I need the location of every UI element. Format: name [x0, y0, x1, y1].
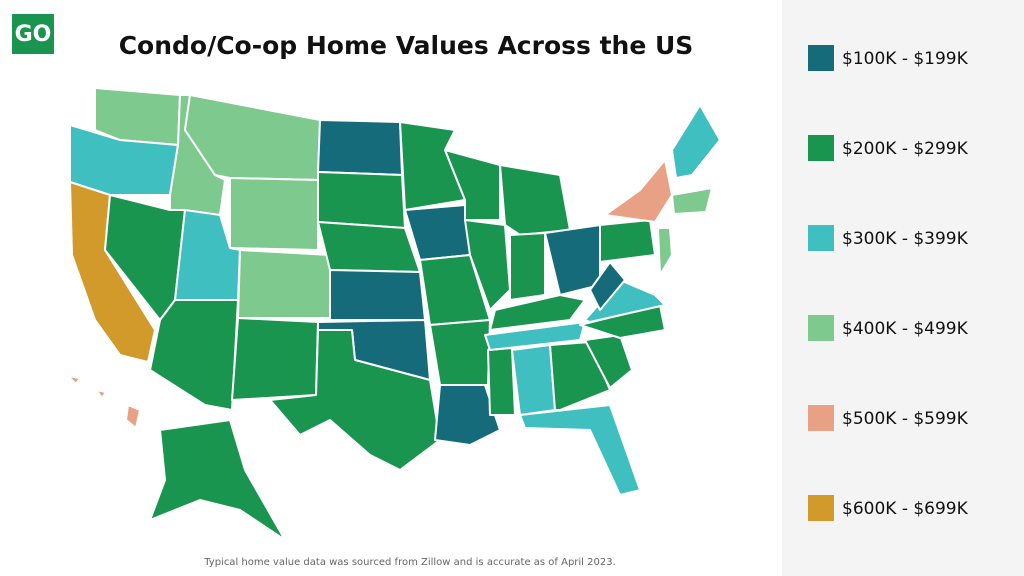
state — [584, 334, 633, 389]
state — [444, 149, 501, 221]
state — [229, 177, 319, 251]
legend-label: $300K - $399K — [842, 229, 969, 249]
state — [317, 171, 406, 229]
state — [484, 321, 586, 351]
legend-swatch — [808, 315, 834, 341]
state — [149, 419, 286, 541]
state — [125, 404, 141, 429]
state — [604, 159, 673, 223]
state — [329, 269, 426, 321]
state — [499, 164, 571, 236]
legend-label: $200K - $299K — [842, 139, 969, 159]
state — [519, 404, 641, 496]
legend-swatch — [808, 135, 834, 161]
state — [237, 249, 331, 319]
footnote: Typical home value data was sourced from… — [203, 557, 616, 568]
legend-panel — [782, 0, 1024, 576]
state — [464, 219, 511, 311]
state — [489, 294, 586, 331]
states — [67, 87, 721, 541]
state — [231, 317, 319, 401]
state — [434, 384, 501, 446]
state — [95, 389, 107, 399]
state — [317, 119, 403, 176]
state — [511, 344, 556, 416]
legend-swatch — [808, 495, 834, 521]
legend-label: $100K - $199K — [842, 49, 969, 69]
logo-box — [12, 14, 54, 54]
state — [509, 232, 546, 301]
legend-label: $500K - $599K — [842, 409, 969, 429]
title: Condo/Co-op Home Values Across the US — [119, 31, 694, 60]
state — [67, 375, 81, 385]
state — [599, 219, 656, 263]
logo: GO — [15, 22, 52, 47]
state — [317, 221, 421, 273]
legend: $100K - $199K $200K - $299K $300K - $399K $… — [808, 45, 969, 521]
legend-swatch — [808, 45, 834, 71]
state — [429, 319, 491, 386]
state — [487, 347, 516, 416]
state — [657, 227, 673, 276]
state — [269, 329, 441, 471]
legend-swatch — [808, 225, 834, 251]
legend-label: $600K - $699K — [842, 499, 969, 519]
legend-label: $400K - $499K — [842, 319, 969, 339]
legend-swatch — [808, 405, 834, 431]
state — [671, 187, 713, 215]
state — [671, 104, 721, 179]
state — [589, 261, 626, 311]
